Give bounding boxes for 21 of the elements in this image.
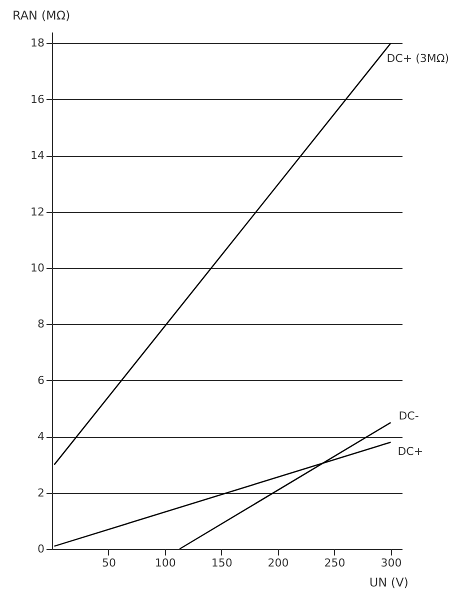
y-tick-label: 0 — [38, 542, 44, 556]
series-label: DC+ — [398, 445, 424, 458]
x-axis-title: UN (V) — [369, 576, 408, 590]
x-tick-label: 250 — [324, 556, 346, 570]
y-tick-label: 16 — [30, 92, 44, 106]
y-tick-label: 10 — [30, 262, 44, 275]
x-tick-label: 200 — [268, 556, 289, 570]
y-tick-label: 6 — [38, 374, 44, 387]
x-tick-label: 150 — [211, 556, 232, 570]
y-tick-label: 18 — [30, 36, 44, 50]
y-tick-label: 2 — [38, 486, 44, 500]
x-tick-label: 300 — [380, 556, 402, 570]
y-tick-label: 14 — [30, 149, 44, 162]
x-tick-label: 100 — [154, 556, 176, 570]
series-label: DC- — [398, 410, 419, 423]
x-tick-label: 50 — [102, 556, 116, 570]
y-tick-label: 4 — [38, 430, 44, 444]
series-label: DC+ (3MΩ) — [386, 52, 450, 66]
y-tick-label: 12 — [30, 205, 44, 218]
y-tick-label: 8 — [38, 318, 44, 331]
y-axis-title: RAN (MΩ) — [12, 8, 70, 22]
